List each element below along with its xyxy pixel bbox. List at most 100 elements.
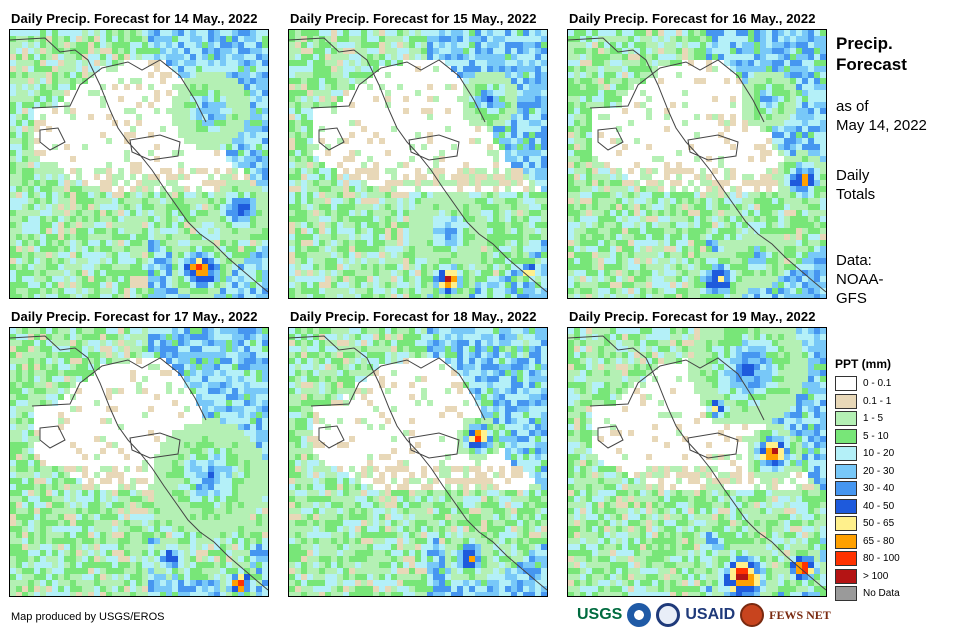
precip-cell <box>22 352 28 358</box>
precip-cell <box>301 198 307 204</box>
precip-cell <box>706 234 712 240</box>
precip-cell <box>778 120 784 126</box>
precip-cell <box>331 192 337 198</box>
precip-cell <box>196 328 202 334</box>
precip-cell <box>754 144 760 150</box>
precip-cell <box>190 258 196 264</box>
precip-cell <box>658 156 664 162</box>
precip-cell <box>742 114 748 120</box>
precip-cell <box>391 30 397 36</box>
precip-cell <box>493 132 499 138</box>
precip-cell <box>529 84 535 90</box>
precip-cell <box>100 246 106 252</box>
precip-cell <box>184 204 190 210</box>
precip-cell <box>58 48 64 54</box>
precip-cell <box>676 228 682 234</box>
precip-cell <box>160 340 166 346</box>
precip-cell <box>184 60 190 66</box>
precip-cell <box>529 108 535 114</box>
precip-cell <box>421 264 427 270</box>
precip-cell <box>796 132 802 138</box>
precip-cell <box>574 216 580 222</box>
precip-cell <box>76 66 82 72</box>
precip-cell <box>481 198 487 204</box>
precip-cell <box>427 276 433 282</box>
precip-cell <box>16 150 22 156</box>
panel-title-5: Daily Precip. Forecast for 18 May., 2022 <box>290 309 537 324</box>
precip-cell <box>289 66 295 72</box>
precip-cell <box>403 228 409 234</box>
precip-cell <box>100 168 106 174</box>
precip-cell <box>451 282 457 288</box>
precip-cell <box>136 36 142 42</box>
precip-cell <box>433 288 439 294</box>
precip-cell <box>427 42 433 48</box>
precip-cell <box>499 54 505 60</box>
precip-cell <box>760 204 766 210</box>
precip-cell <box>76 192 82 198</box>
precip-cell <box>76 234 82 240</box>
precip-cell <box>244 120 250 126</box>
precip-cell <box>457 180 463 186</box>
precip-cell <box>349 234 355 240</box>
precip-cell <box>511 288 517 294</box>
precip-cell <box>16 174 22 180</box>
precip-cell <box>511 162 517 168</box>
precip-cell <box>700 258 706 264</box>
precip-cell <box>505 30 511 36</box>
precip-cell <box>784 120 790 126</box>
precip-cell <box>226 120 232 126</box>
precip-cell <box>511 246 517 252</box>
precip-cell <box>172 294 178 298</box>
precip-cell <box>505 36 511 42</box>
precip-cell <box>463 264 469 270</box>
precip-cell <box>16 48 22 54</box>
precip-cell <box>598 180 604 186</box>
precip-cell <box>319 102 325 108</box>
precip-cell <box>694 216 700 222</box>
precip-cell <box>22 282 28 288</box>
precip-cell <box>742 42 748 48</box>
precip-cell <box>124 276 130 282</box>
precip-cell <box>652 288 658 294</box>
precip-cell <box>244 126 250 132</box>
precip-cell <box>517 96 523 102</box>
precip-cell <box>379 288 385 294</box>
precip-cell <box>529 204 535 210</box>
precip-cell <box>142 282 148 288</box>
precip-cell <box>604 36 610 42</box>
precip-cell <box>82 48 88 54</box>
precip-cell <box>76 246 82 252</box>
precip-cell <box>214 234 220 240</box>
precip-cell <box>319 180 325 186</box>
precip-cell <box>505 96 511 102</box>
precip-cell <box>256 294 262 298</box>
precip-cell <box>154 340 160 346</box>
precip-cell <box>100 210 106 216</box>
precip-cell <box>64 288 70 294</box>
precip-cell <box>598 252 604 258</box>
precip-cell <box>718 294 724 298</box>
precip-cell <box>718 48 724 54</box>
precip-cell <box>718 192 724 198</box>
precip-cell <box>226 340 232 346</box>
precip-cell <box>10 352 16 358</box>
precip-cell <box>220 90 226 96</box>
precip-cell <box>112 60 118 66</box>
precip-cell <box>808 264 814 270</box>
precip-cell <box>124 180 130 186</box>
precip-cell <box>634 228 640 234</box>
precip-cell <box>634 102 640 108</box>
precip-cell <box>226 358 232 364</box>
precip-cell <box>367 276 373 282</box>
precip-cell <box>301 162 307 168</box>
precip-cell <box>295 138 301 144</box>
precip-cell <box>196 270 202 276</box>
precip-cell <box>28 180 34 186</box>
precip-cell <box>76 252 82 258</box>
precip-cell <box>307 120 313 126</box>
precip-cell <box>88 228 94 234</box>
precip-cell <box>214 36 220 42</box>
precip-cell <box>808 288 814 294</box>
precip-cell <box>118 216 124 222</box>
